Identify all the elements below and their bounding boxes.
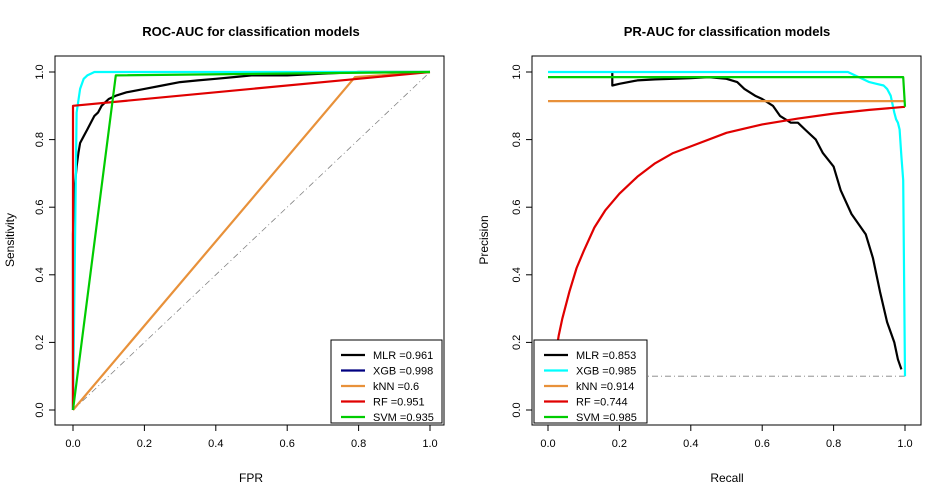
roc-x-tick-label: 0.0 [65,438,80,450]
pr-legend-label: XGB =0.985 [576,366,636,378]
pr-y-tick-label: 0.0 [511,402,523,417]
roc-panel: ROC-AUC for classification models 0.0 0.2… [3,24,445,485]
pr-x-tick-label: 0.8 [826,438,841,450]
pr-y-label: Precision [477,215,491,264]
pr-x-tick-label: 1.0 [897,438,912,450]
roc-y-axis: 0.0 0.2 0.4 0.6 0.8 1.0 [34,64,55,418]
pr-series-rf-line [554,105,906,360]
roc-y-tick-label: 0.6 [34,200,46,215]
roc-series-rf-line [71,70,431,410]
pr-panel: PR-AUC for classification models 0.0 0.2 0… [477,24,922,485]
roc-series-svm-line [71,70,431,411]
pr-legend-label: MLR =0.853 [576,350,636,362]
roc-series-mlr-line [71,70,430,410]
roc-reference-line-group [72,71,431,411]
pr-legend-entries: MLR =0.853 XGB =0.985 kNN =0.914 RF =0.744 S… [544,350,637,424]
roc-reference-line [72,71,431,411]
pr-y-tick-label: 0.4 [511,267,523,282]
pr-legend-label: SVM =0.985 [576,412,637,424]
roc-legend-label: MLR =0.961 [373,350,433,362]
roc-y-label: Sensitivity [3,213,17,267]
pr-x-tick-label: 0.0 [540,438,555,450]
roc-x-tick-label: 0.8 [351,438,366,450]
pr-legend-box [533,339,648,424]
pr-y-tick-label: 1.0 [511,64,523,79]
pr-y-tick-label: 0.8 [511,132,523,147]
roc-plot-frame [54,55,445,426]
pr-x-label: Recall [710,471,743,485]
roc-legend-label: SVM =0.935 [373,412,434,424]
roc-x-tick-label: 0.6 [280,438,295,450]
roc-x-tick-label: 1.0 [422,438,437,450]
pr-series-group [548,70,907,377]
pr-x-tick-label: 0.6 [755,438,770,450]
pr-x-axis: 0.0 0.2 0.4 0.6 0.8 1.0 [540,425,913,450]
roc-legend: MLR =0.961 XGB =0.998 kNN =0.6 RF =0.951 SVM… [330,339,443,424]
roc-legend-label: RF =0.951 [373,397,425,409]
pr-x-tick-label: 0.4 [683,438,698,450]
roc-y-tick-label: 0.0 [34,402,46,417]
roc-x-axis: 0.0 0.2 0.4 0.6 0.8 1.0 [65,425,438,450]
pr-y-tick-label: 0.6 [511,200,523,215]
roc-legend-entries: MLR =0.961 XGB =0.998 kNN =0.6 RF =0.951 SVM… [341,350,434,424]
pr-plot-frame [531,55,922,426]
roc-x-tick-label: 0.4 [208,438,223,450]
roc-y-tick-label: 0.8 [34,132,46,147]
roc-series-xgb-line [71,70,430,411]
pr-title: PR-AUC for classification models [624,24,831,39]
pr-legend-label: kNN =0.914 [576,381,634,393]
pr-series-mlr-line [611,72,903,370]
pr-series-svm-line [548,76,907,107]
pr-x-tick-label: 0.2 [612,438,627,450]
roc-title: ROC-AUC for classification models [142,24,359,39]
roc-legend-label: kNN =0.6 [373,381,419,393]
pr-y-axis: 0.0 0.2 0.4 0.6 0.8 1.0 [511,64,532,418]
roc-legend-label: XGB =0.998 [373,366,433,378]
roc-x-tick-label: 0.2 [137,438,152,450]
pr-legend: MLR =0.853 XGB =0.985 kNN =0.914 RF =0.744 S… [533,339,648,424]
roc-y-tick-label: 0.4 [34,267,46,282]
roc-y-tick-label: 0.2 [34,335,46,350]
pr-legend-label: RF =0.744 [576,397,628,409]
roc-series-group [71,70,431,411]
roc-legend-box [330,339,443,424]
pr-y-tick-label: 0.2 [511,335,523,350]
roc-x-label: FPR [239,471,263,485]
roc-y-tick-label: 1.0 [34,64,46,79]
